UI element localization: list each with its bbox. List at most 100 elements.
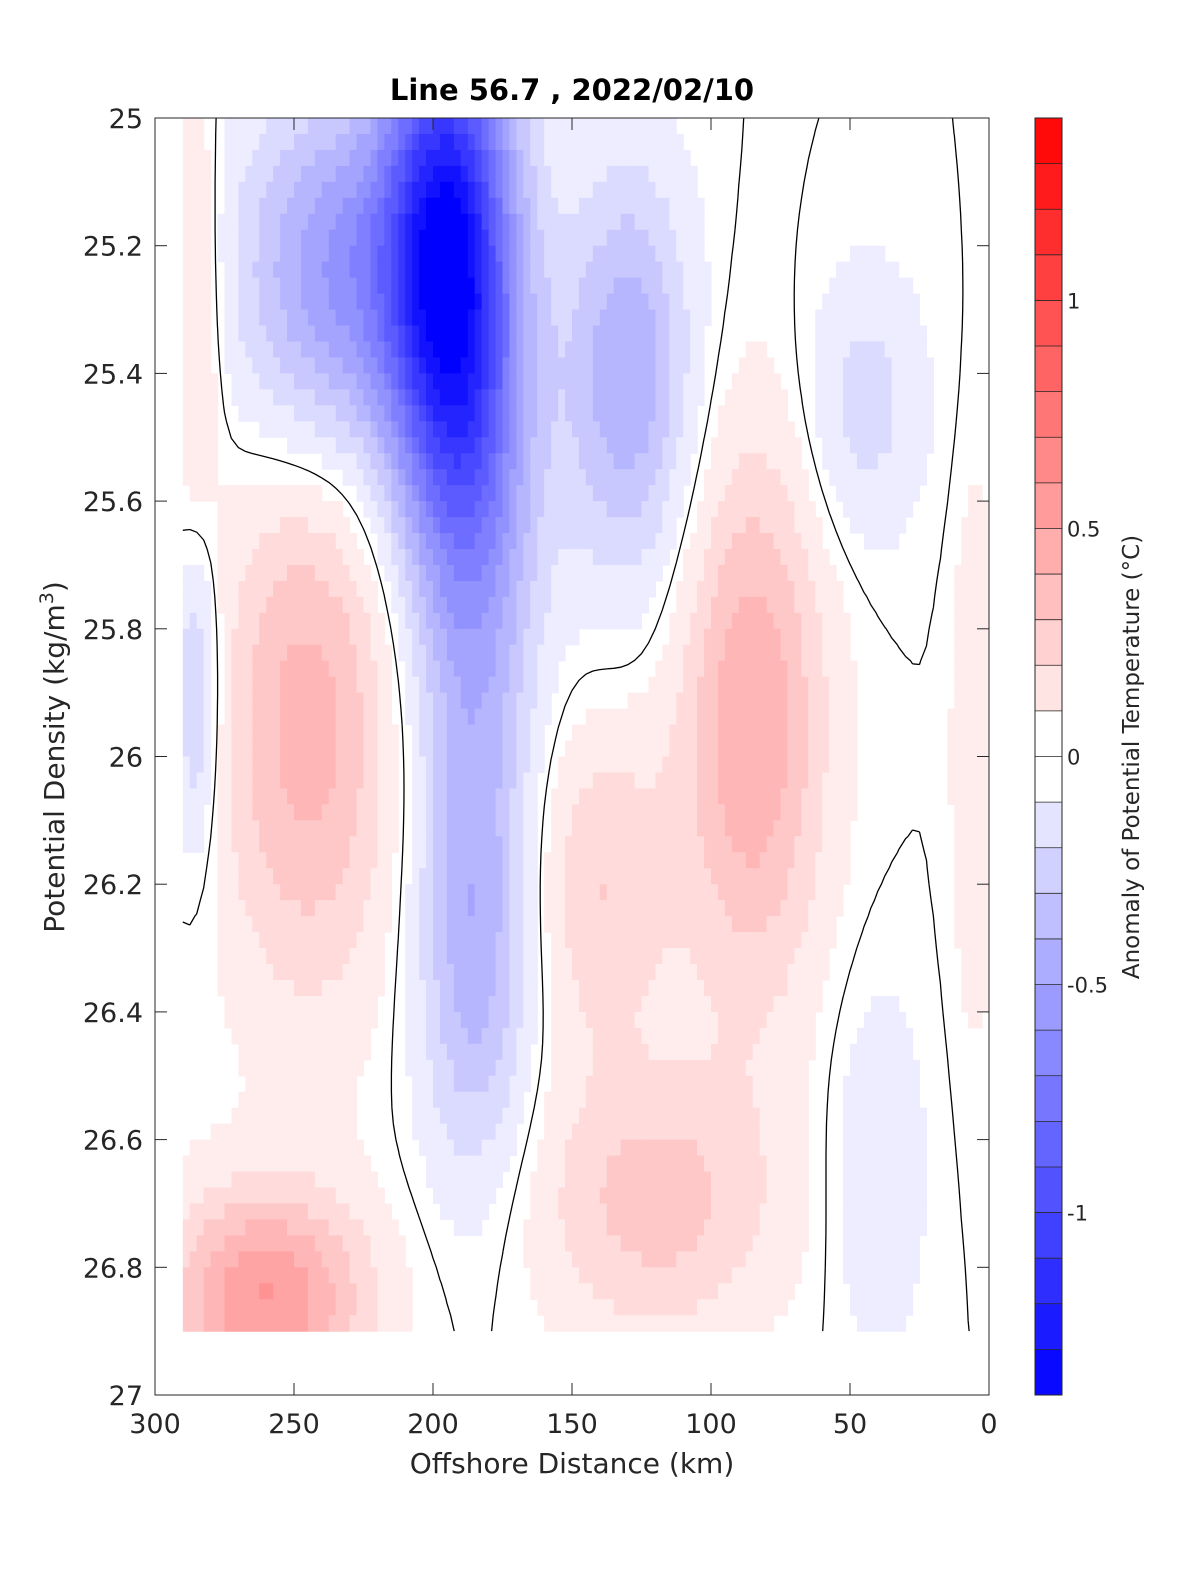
contour-cell [453, 389, 462, 406]
contour-cell [321, 437, 330, 454]
contour-cell [384, 405, 392, 422]
contour-cell [530, 788, 538, 805]
contour-cell [578, 1059, 587, 1077]
contour-cell [433, 485, 441, 502]
contour-cell [495, 165, 504, 183]
contour-cell [328, 277, 337, 295]
contour-cell [391, 277, 399, 295]
contour-cell [676, 964, 684, 981]
contour-cell [662, 979, 670, 997]
contour-cell [210, 405, 219, 422]
contour-cell [405, 1059, 413, 1077]
contour-cell [690, 948, 698, 965]
contour-cell [314, 979, 323, 997]
contour-cell [634, 900, 643, 917]
contour-cell [412, 788, 420, 805]
contour-cell [502, 548, 511, 566]
contour-cell [287, 852, 295, 869]
contour-cell [439, 724, 448, 742]
contour-cell [314, 325, 323, 343]
contour-cell [384, 1315, 392, 1332]
contour-cell [613, 852, 622, 869]
contour-cell [599, 261, 608, 279]
contour-cell [196, 1155, 205, 1173]
contour-cell [203, 644, 212, 662]
contour-cell [189, 118, 198, 135]
contour-cell [238, 868, 246, 885]
contour-cell [509, 357, 517, 374]
contour-cell [648, 118, 656, 135]
contour-cell [606, 1123, 615, 1141]
contour-cell [606, 1267, 615, 1284]
contour-cell [349, 229, 358, 247]
contour-cell [620, 261, 629, 279]
contour-cell [398, 1315, 406, 1332]
contour-cell [328, 1107, 337, 1125]
contour-cell [328, 852, 337, 869]
contour-cell [273, 708, 281, 726]
contour-cell [259, 229, 267, 247]
contour-cell [467, 995, 476, 1013]
contour-cell [606, 1139, 615, 1157]
contour-cell [363, 1011, 372, 1029]
contour-cell [370, 293, 378, 311]
contour-cell [266, 1107, 274, 1125]
contour-cell [328, 453, 337, 470]
contour-cell [189, 596, 198, 614]
contour-cell [321, 1235, 330, 1252]
contour-cell [439, 852, 448, 869]
contour-cell [697, 277, 705, 295]
contour-cell [690, 884, 698, 901]
contour-cell [314, 245, 323, 263]
contour-cell [662, 421, 670, 438]
contour-cell [412, 197, 420, 215]
contour-cell [488, 133, 497, 151]
contour-cell [558, 628, 566, 646]
contour-cell [398, 149, 406, 167]
contour-cell [578, 325, 587, 343]
contour-cell [342, 628, 351, 646]
contour-cell [697, 756, 705, 774]
contour-cell [683, 548, 691, 566]
contour-cell [273, 644, 281, 662]
contour-cell [634, 596, 643, 614]
contour-cell [669, 437, 677, 454]
contour-cell [523, 421, 531, 438]
contour-cell [558, 1251, 566, 1268]
contour-cell [196, 165, 205, 183]
contour-cell [412, 533, 420, 550]
contour-cell [189, 245, 198, 263]
contour-cell [606, 277, 615, 295]
contour-cell [676, 405, 684, 422]
contour-cell [606, 1011, 615, 1029]
contour-cell [342, 644, 351, 662]
contour-cell [342, 405, 351, 422]
contour-cell [544, 644, 552, 662]
contour-cell [641, 900, 650, 917]
contour-cell [558, 405, 566, 422]
contour-cell [321, 852, 330, 869]
contour-cell [203, 1203, 212, 1221]
contour-cell [613, 580, 622, 598]
contour-cell [182, 1203, 191, 1221]
contour-cell [648, 485, 656, 502]
contour-cell [676, 884, 684, 901]
contour-cell [377, 261, 385, 279]
contour-cell [537, 197, 545, 215]
contour-cell [307, 1299, 316, 1316]
contour-cell [405, 261, 413, 279]
contour-cell [439, 437, 448, 454]
contour-cell [488, 564, 497, 582]
contour-cell [203, 149, 212, 167]
contour-cell [294, 692, 302, 710]
contour-cell [592, 1091, 601, 1109]
contour-cell [516, 836, 524, 853]
contour-cell [585, 979, 594, 997]
contour-cell [224, 708, 233, 726]
contour-cell [460, 1155, 469, 1173]
contour-cell [391, 309, 399, 327]
contour-cell [426, 596, 434, 614]
contour-cell [655, 820, 663, 837]
contour-cell [182, 676, 191, 694]
contour-cell [398, 628, 406, 646]
